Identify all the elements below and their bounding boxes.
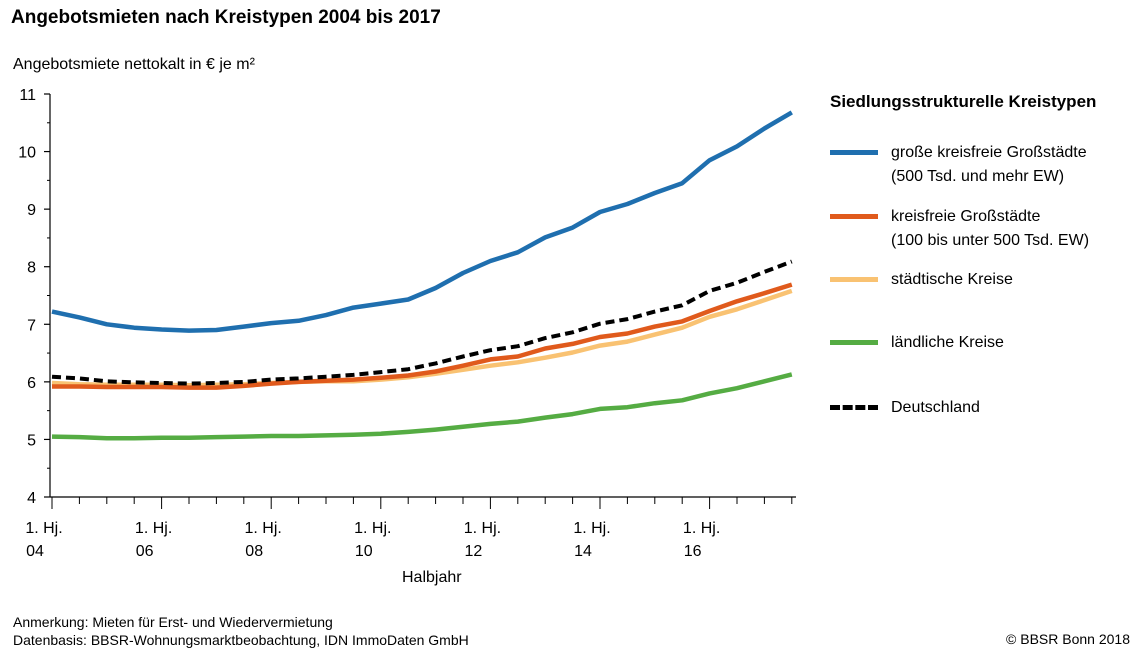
x-tick-label: 08	[245, 543, 263, 560]
x-axis-label: Halbjahr	[402, 569, 462, 586]
y-tick-label: 9	[27, 202, 36, 219]
y-tick-label: 5	[27, 432, 36, 449]
legend-item-laendliche-kreise: ländliche Kreise	[830, 331, 1140, 379]
x-tick-label: 10	[355, 543, 373, 560]
series-line-4	[51, 259, 793, 386]
y-tick-label: 7	[27, 317, 36, 334]
series-line-3	[51, 372, 793, 441]
y-axis-label: Angebotsmiete nettokalt in € je m²	[13, 56, 255, 73]
x-tick-label: 1. Hj.	[25, 520, 62, 537]
y-tick-label: 8	[27, 260, 36, 277]
x-tick-label: 1. Hj.	[135, 520, 172, 537]
legend-label: städtische Kreise	[891, 271, 1013, 288]
x-tick-label: 1. Hj.	[354, 520, 391, 537]
x-tick-label: 04	[26, 543, 44, 560]
copyright: © BBSR Bonn 2018	[1006, 631, 1130, 647]
legend-label: ländliche Kreise	[891, 334, 1004, 351]
legend-swatch-orange	[830, 214, 878, 219]
y-tick-label: 10	[18, 145, 36, 162]
legend-label: Deutschland	[891, 399, 980, 416]
legend-swatch-blue	[830, 150, 878, 155]
series-line-1	[52, 282, 793, 390]
legend-item-staedtische-kreise: städtische Kreise	[830, 268, 1140, 316]
legend-title: Siedlungsstrukturelle Kreistypen	[830, 92, 1097, 111]
legend-swatch-lightorange	[830, 277, 878, 282]
x-tick-label: 1. Hj.	[683, 520, 720, 537]
y-tick-label: 6	[27, 375, 36, 392]
x-tick-label: 16	[684, 543, 702, 560]
legend-label: große kreisfreie Großstädte (500 Tsd. un…	[891, 144, 1087, 185]
chart-axes: 4 5 6 7 8 9 10 11 1. Hj. 04 1. Hj. 06 1. Hj. 08 1. Hj.…	[18, 87, 796, 560]
series-line-0	[51, 110, 793, 333]
x-tick-label: 1. Hj.	[245, 520, 282, 537]
legend-item-deutschland: Deutschland	[830, 396, 1140, 444]
legend-item-kreisfreie-grossstaedte: kreisfreie Großstädte (100 bis unter 500…	[830, 205, 1140, 253]
footnote-source: Datenbasis: BBSR-Wohnungsmarktbeobachtun…	[13, 632, 469, 648]
legend-label: kreisfreie Großstädte (100 bis unter 500…	[891, 208, 1090, 249]
legend-swatch-dashed	[830, 405, 878, 410]
footnote-remark: Anmerkung: Mieten für Erst- und Wiederve…	[13, 614, 333, 630]
x-tick-label: 14	[574, 543, 592, 560]
x-tick-label: 1. Hj.	[464, 520, 501, 537]
legend-swatch-green	[830, 340, 878, 345]
x-tick-label: 1. Hj.	[573, 520, 610, 537]
chart-series	[51, 110, 793, 441]
legend-item-grosse-grossstaedte: große kreisfreie Großstädte (500 Tsd. un…	[830, 141, 1140, 189]
x-tick-label: 06	[136, 543, 154, 560]
chart-title: Angebotsmieten nach Kreistypen 2004 bis …	[11, 7, 441, 28]
y-tick-label: 11	[19, 87, 36, 104]
x-tick-label: 12	[465, 543, 483, 560]
y-tick-label: 4	[27, 490, 36, 507]
